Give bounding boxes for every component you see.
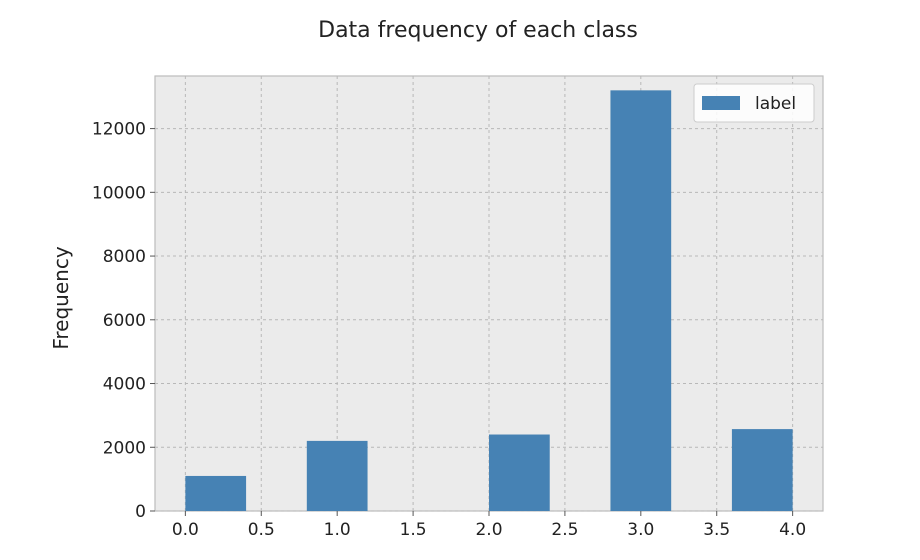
legend-swatch	[702, 96, 740, 110]
y-axis-label: Frequency	[49, 246, 73, 349]
bars	[185, 90, 793, 511]
y-tick-label: 2000	[103, 438, 146, 458]
y-axis-ticks: 0 2000 4000 6000 8000 10000 12000	[92, 120, 155, 522]
x-tick-label: 2.0	[475, 520, 502, 540]
y-tick-label: 8000	[103, 247, 146, 267]
legend-label: label	[755, 94, 796, 114]
x-tick-label: 0.5	[248, 520, 275, 540]
y-tick-label: 10000	[92, 183, 146, 203]
histogram-bar	[731, 429, 793, 511]
x-tick-label: 1.5	[400, 520, 427, 540]
histogram-bar	[489, 434, 550, 511]
x-tick-label: 0.0	[172, 520, 199, 540]
y-tick-label: 6000	[103, 311, 146, 331]
chart-title: Data frequency of each class	[318, 18, 638, 43]
x-tick-label: 3.5	[703, 520, 730, 540]
x-axis-ticks: 0.0 0.5 1.0 1.5 2.0 2.5 3.0 3.5 4.0	[172, 511, 806, 540]
legend: label	[693, 83, 815, 123]
x-tick-label: 2.5	[551, 520, 578, 540]
y-tick-label: 12000	[92, 120, 146, 140]
x-tick-label: 3.0	[627, 520, 654, 540]
y-tick-label: 4000	[103, 375, 146, 395]
x-tick-label: 4.0	[779, 520, 806, 540]
x-tick-label: 1.0	[324, 520, 351, 540]
histogram-bar	[610, 90, 672, 511]
y-tick-label: 0	[135, 502, 146, 522]
legend-box	[693, 83, 815, 123]
histogram-bar	[185, 475, 247, 511]
histogram-bar	[306, 440, 368, 511]
